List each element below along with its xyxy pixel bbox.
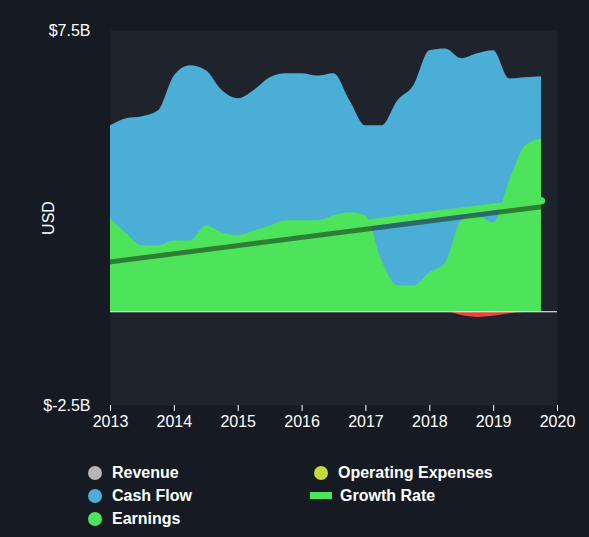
- svg-text:2017: 2017: [348, 413, 384, 430]
- svg-text:USD: USD: [40, 201, 57, 235]
- html-text:Growth Rate: Growth Rate: [340, 486, 436, 504]
- svg-text:2014: 2014: [157, 413, 193, 430]
- svg-text:$-2.5B: $-2.5B: [43, 397, 90, 414]
- svg-text:2019: 2019: [476, 413, 512, 430]
- svg-text:$7.5B: $7.5B: [49, 22, 91, 39]
- svg-text:2013: 2013: [93, 413, 129, 430]
- svg-text:2015: 2015: [220, 413, 256, 430]
- svg-text:2018: 2018: [412, 413, 448, 430]
- html-text:Revenue: Revenue: [112, 463, 179, 481]
- svg-text:2020: 2020: [540, 413, 576, 430]
- html-text:Earnings: Earnings: [112, 509, 181, 527]
- html-text:Cash Flow: Cash Flow: [112, 486, 192, 504]
- svg-text:2016: 2016: [284, 413, 320, 430]
- html-text:Operating Expenses: Operating Expenses: [338, 463, 493, 481]
